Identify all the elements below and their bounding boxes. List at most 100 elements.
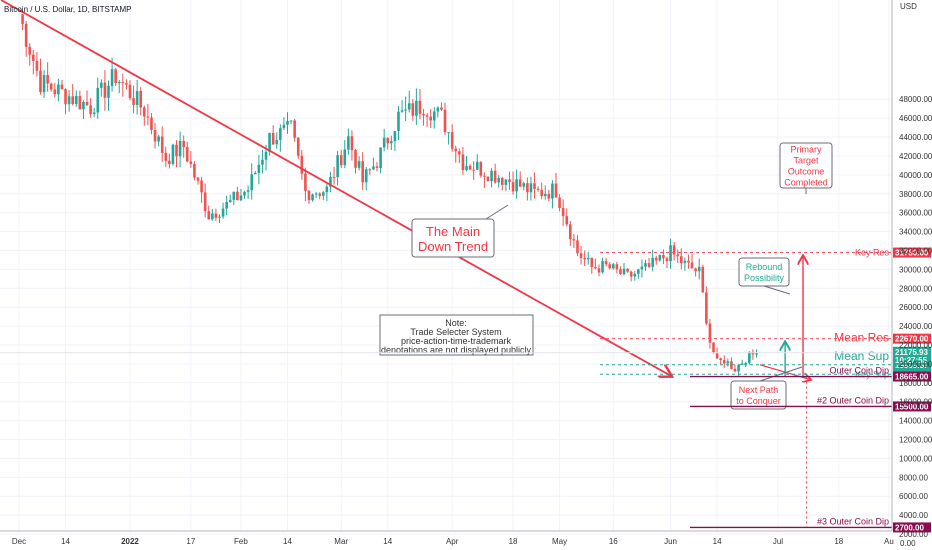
level-price-tag bbox=[893, 401, 931, 412]
candle-up bbox=[257, 164, 261, 173]
candle-up bbox=[218, 216, 221, 218]
primary-target-callout-text: Target bbox=[793, 156, 819, 166]
candle-down bbox=[307, 190, 311, 201]
candle-down bbox=[665, 258, 669, 262]
time-tick-label: 17 bbox=[186, 537, 195, 546]
candle-down bbox=[164, 152, 168, 161]
candle-up bbox=[490, 170, 493, 182]
price-tick-label: 22000.00 bbox=[899, 341, 932, 350]
primary-target-callout-box bbox=[779, 142, 833, 189]
candle-down bbox=[32, 54, 35, 61]
candle-up bbox=[475, 161, 479, 170]
candle-down bbox=[293, 120, 296, 138]
candle-down bbox=[429, 116, 432, 121]
candle-down bbox=[39, 70, 42, 93]
candle-up bbox=[325, 186, 329, 193]
candle-up bbox=[178, 141, 182, 157]
candle-up bbox=[92, 112, 96, 115]
candle-down bbox=[597, 268, 601, 273]
candle-down bbox=[193, 163, 196, 178]
price-tick-label: 24000.00 bbox=[899, 322, 932, 331]
candle-down bbox=[354, 150, 357, 168]
candle-down bbox=[21, 14, 24, 24]
candle-down bbox=[569, 224, 572, 240]
candle-up bbox=[748, 351, 751, 363]
candle-down bbox=[386, 137, 390, 144]
candle-down bbox=[662, 255, 665, 259]
price-tick-label: 4000.00 bbox=[899, 511, 928, 520]
price-axis-unit: USD bbox=[900, 2, 917, 11]
candle-up bbox=[432, 111, 436, 121]
candle-down bbox=[78, 95, 82, 110]
candle-down bbox=[160, 136, 164, 153]
candle-up bbox=[737, 364, 740, 372]
current-price-tag bbox=[893, 346, 931, 365]
candle-down bbox=[71, 96, 74, 105]
candle-up bbox=[279, 128, 282, 140]
candle-down bbox=[443, 109, 447, 133]
candle-up bbox=[397, 111, 400, 132]
candle-up bbox=[243, 191, 246, 196]
candle-down bbox=[558, 197, 561, 208]
candle-up bbox=[289, 120, 293, 122]
candle-down bbox=[536, 188, 540, 190]
candle-down bbox=[511, 182, 515, 192]
candle-up bbox=[110, 69, 114, 86]
candle-up bbox=[744, 362, 748, 364]
candle-down bbox=[730, 361, 733, 369]
candle-up bbox=[211, 213, 214, 220]
candle-up bbox=[515, 179, 518, 192]
candle-down bbox=[590, 257, 594, 268]
candle-down bbox=[647, 263, 651, 267]
candle-up bbox=[329, 176, 332, 187]
candle-down bbox=[125, 83, 128, 85]
candle-up bbox=[171, 144, 175, 164]
candle-down bbox=[175, 144, 178, 157]
candle-down bbox=[114, 69, 117, 84]
candle-up bbox=[107, 85, 110, 98]
rebound-callout-pointer bbox=[763, 285, 791, 295]
candle-up bbox=[644, 263, 647, 267]
level-label: #2 Outer Coin Dip bbox=[817, 395, 889, 405]
candle-down bbox=[418, 100, 422, 114]
candle-up bbox=[286, 121, 289, 125]
candle-down bbox=[450, 132, 454, 149]
candle-down bbox=[486, 176, 490, 182]
candle-down bbox=[615, 264, 619, 270]
candle-up bbox=[436, 107, 440, 112]
candle-down bbox=[540, 189, 543, 197]
price-tick-label: 12000.00 bbox=[899, 436, 932, 445]
time-tick-label: 14 bbox=[713, 537, 722, 546]
candle-down bbox=[493, 170, 497, 183]
price-tick-label: 2000.00 bbox=[899, 530, 928, 539]
candle-up bbox=[67, 96, 71, 105]
candle-down bbox=[604, 261, 608, 265]
level-price-tag bbox=[893, 333, 931, 344]
price-tick-label: 48000.00 bbox=[899, 95, 932, 104]
candle-up bbox=[529, 183, 533, 193]
candle-down bbox=[501, 177, 504, 185]
candle-down bbox=[339, 155, 343, 166]
candle-down bbox=[533, 183, 536, 189]
level-price-tag-text: 15500.00 bbox=[895, 402, 929, 411]
time-tick-label: Au bbox=[884, 537, 894, 546]
level-label: Key Sup bbox=[855, 369, 889, 379]
candle-up bbox=[100, 82, 103, 88]
candle-up bbox=[755, 352, 758, 355]
candle-down bbox=[139, 90, 143, 108]
candle-down bbox=[483, 175, 486, 177]
time-tick-label: 18 bbox=[834, 537, 843, 546]
price-tick-label: 36000.00 bbox=[899, 209, 932, 218]
level-price-tag bbox=[893, 247, 931, 258]
price-tick-label: 20000.00 bbox=[899, 360, 932, 369]
candle-down bbox=[626, 268, 629, 272]
candle-down bbox=[576, 240, 579, 254]
candle-up bbox=[633, 273, 637, 277]
candle-up bbox=[228, 199, 232, 202]
candle-up bbox=[314, 193, 318, 195]
note-text: Trade Selecter System bbox=[410, 327, 501, 337]
candle-down bbox=[572, 239, 576, 241]
